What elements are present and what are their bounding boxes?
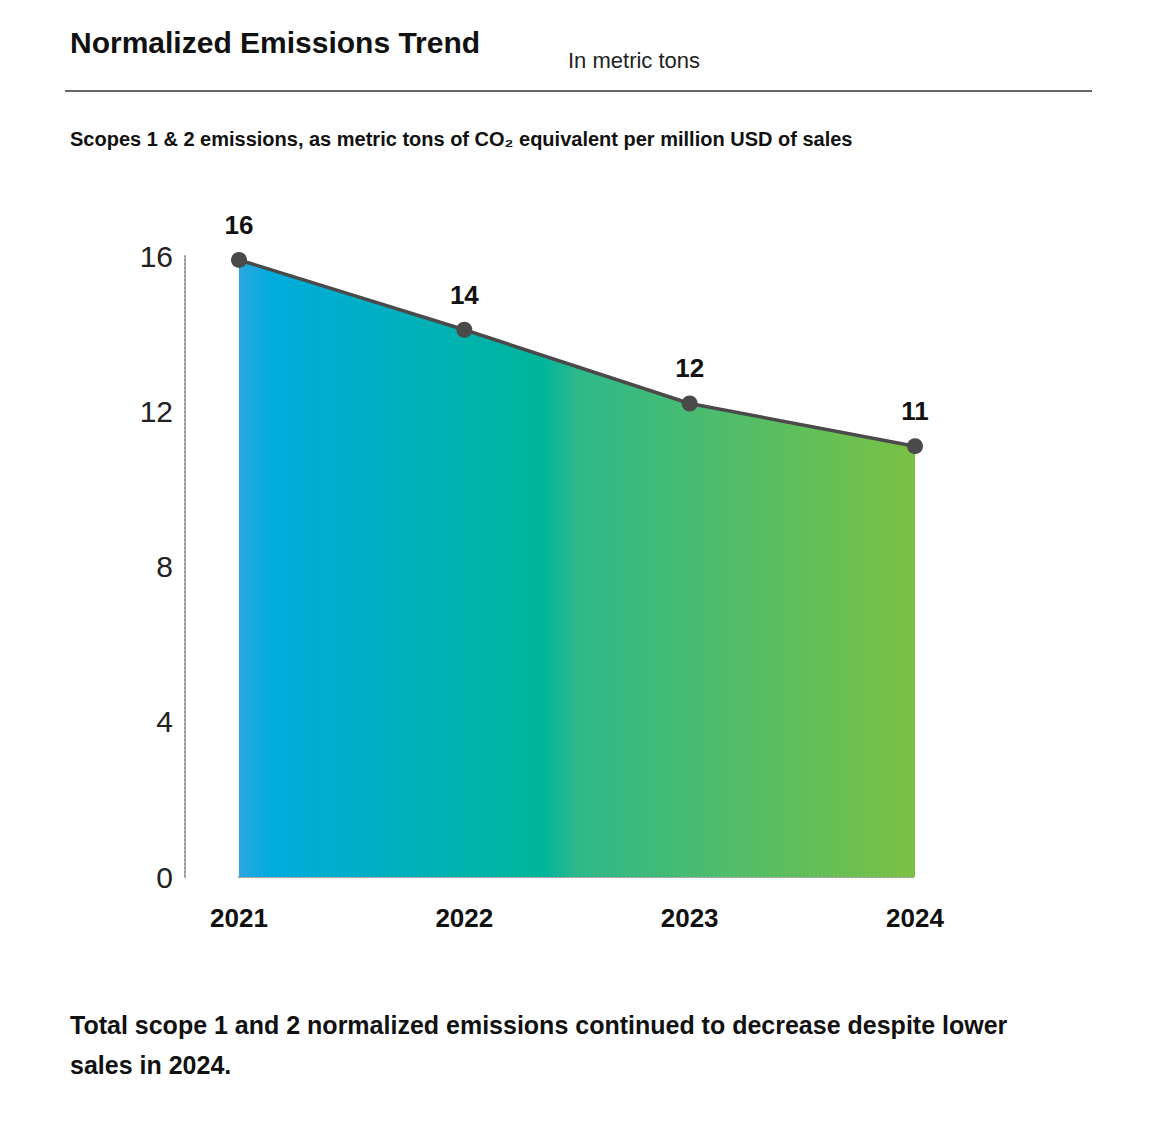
svg-text:2021: 2021 — [210, 903, 268, 933]
svg-text:2022: 2022 — [435, 903, 493, 933]
svg-text:In metric tons: In metric tons — [568, 48, 700, 73]
svg-text:2024: 2024 — [886, 903, 944, 933]
svg-text:14: 14 — [450, 280, 479, 310]
svg-text:16: 16 — [225, 210, 254, 240]
svg-text:12: 12 — [675, 353, 704, 383]
svg-text:Total scope 1 and 2 normalized: Total scope 1 and 2 normalized emissions… — [70, 1011, 1014, 1039]
svg-text:sales in 2024.: sales in 2024. — [70, 1051, 231, 1079]
svg-text:11: 11 — [901, 396, 929, 426]
svg-text:2023: 2023 — [661, 903, 719, 933]
svg-text:4: 4 — [156, 705, 173, 738]
svg-text:12: 12 — [140, 395, 173, 428]
svg-text:8: 8 — [156, 550, 173, 583]
svg-text:16: 16 — [140, 240, 173, 273]
svg-text:Scopes 1 & 2 emissions, as met: Scopes 1 & 2 emissions, as metric tons o… — [70, 128, 852, 150]
svg-text:Normalized Emissions Trend: Normalized Emissions Trend — [70, 26, 480, 59]
svg-text:0: 0 — [156, 861, 173, 894]
